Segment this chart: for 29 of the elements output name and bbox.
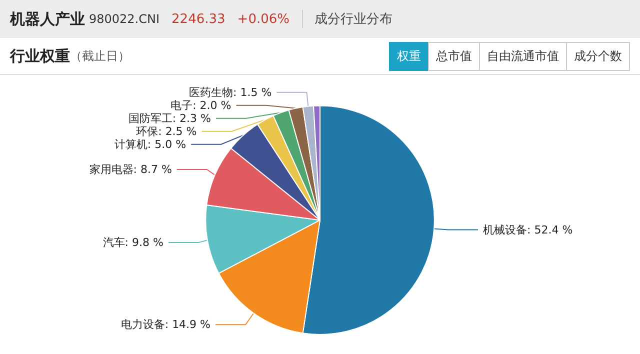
text: 2246.33 bbox=[172, 12, 226, 26]
data-label: : 2.3 % bbox=[172, 112, 211, 125]
slice-label: 电子 bbox=[170, 98, 193, 112]
data-label: : 52.4 % bbox=[527, 223, 573, 236]
text: 权重 bbox=[389, 42, 429, 71]
slice-label: 国防军工 bbox=[128, 112, 172, 125]
data-label: : 1.5 % bbox=[233, 86, 272, 99]
text: 成分行业分布 bbox=[302, 10, 392, 28]
chart-subtitle: （截止日） bbox=[70, 48, 130, 64]
slice-label: 汽车 bbox=[102, 236, 125, 250]
text: 自由流通市值 bbox=[479, 42, 567, 71]
data-label: : 14.9 % bbox=[164, 318, 211, 332]
data-label: : 9.8 % bbox=[124, 236, 164, 250]
text: 成分个数 bbox=[566, 42, 630, 71]
slice-label: 医药生物 bbox=[189, 86, 234, 99]
data-label: : 2.5 % bbox=[158, 124, 197, 138]
slice-label: 机械设备 bbox=[483, 223, 528, 236]
data-label: : 5.0 % bbox=[147, 138, 186, 151]
text: +0.06% bbox=[237, 12, 290, 26]
text: 980022.CNI bbox=[89, 12, 160, 26]
slice-label: 电力设备 bbox=[120, 318, 165, 332]
text: 总市值 bbox=[428, 42, 480, 71]
chart-title: 行业权重 bbox=[10, 46, 70, 66]
data-label: : 2.0 % bbox=[192, 98, 232, 112]
slice-label: 家用电器 bbox=[89, 162, 134, 176]
text: 机器人产业 bbox=[10, 10, 85, 28]
slice-label: 环保 bbox=[136, 124, 158, 138]
data-label: : 8.7 % bbox=[133, 162, 172, 176]
slice-label: 计算机 bbox=[114, 138, 148, 151]
